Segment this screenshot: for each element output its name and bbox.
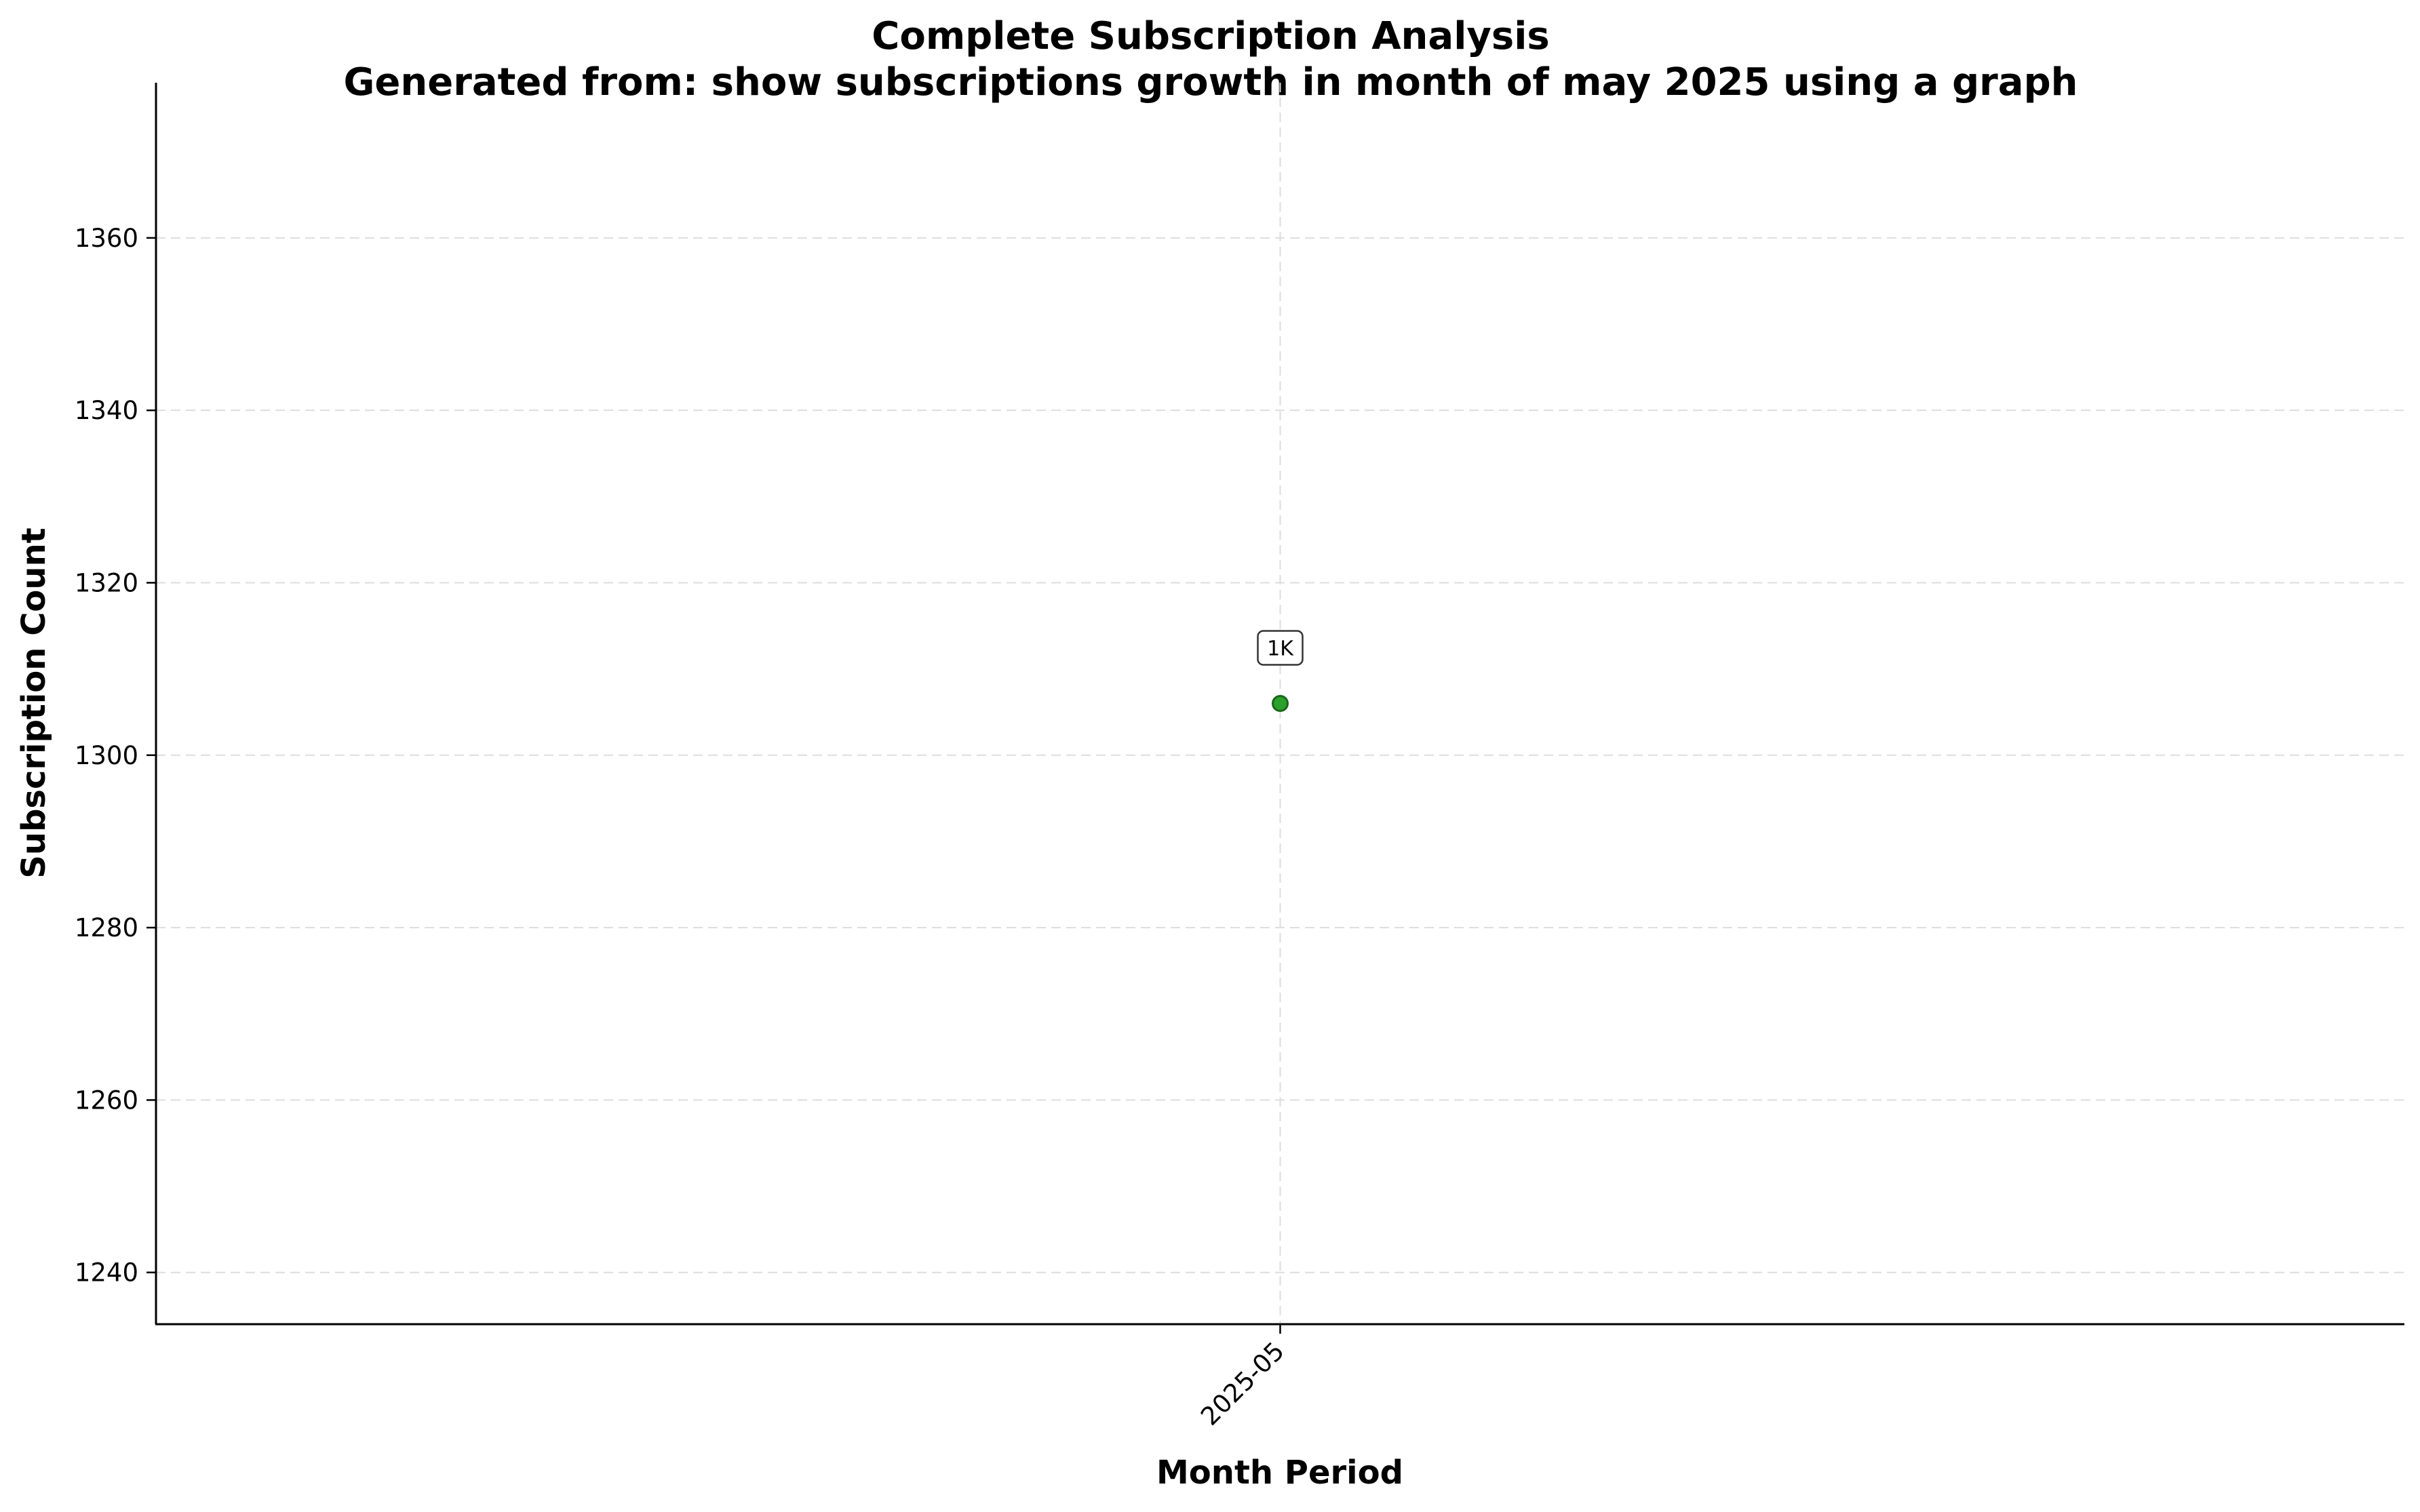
y-tick-label: 1300: [75, 741, 138, 770]
x-axis-label: Month Period: [1156, 1454, 1403, 1492]
data-label: 1K: [1267, 637, 1294, 661]
y-tick-label: 1340: [75, 396, 138, 425]
y-tick-label: 1260: [75, 1086, 138, 1115]
y-tick-label: 1280: [75, 913, 138, 942]
chart-title: Complete Subscription Analysis: [872, 14, 1550, 58]
data-label-box: [1257, 630, 1304, 666]
y-axis-label: Subscription Count: [15, 528, 53, 878]
y-ticks: 1240 1260 1280 1300 1320 1340 1360: [75, 224, 156, 1288]
y-tick-label: 1360: [75, 224, 138, 253]
y-tick-label: 1240: [75, 1258, 138, 1288]
data-marks: 1K: [1257, 630, 1304, 712]
chart-subtitle: Generated from: show subscriptions growt…: [343, 60, 2077, 104]
y-tick-label: 1320: [75, 568, 138, 597]
data-point: [1272, 695, 1289, 712]
